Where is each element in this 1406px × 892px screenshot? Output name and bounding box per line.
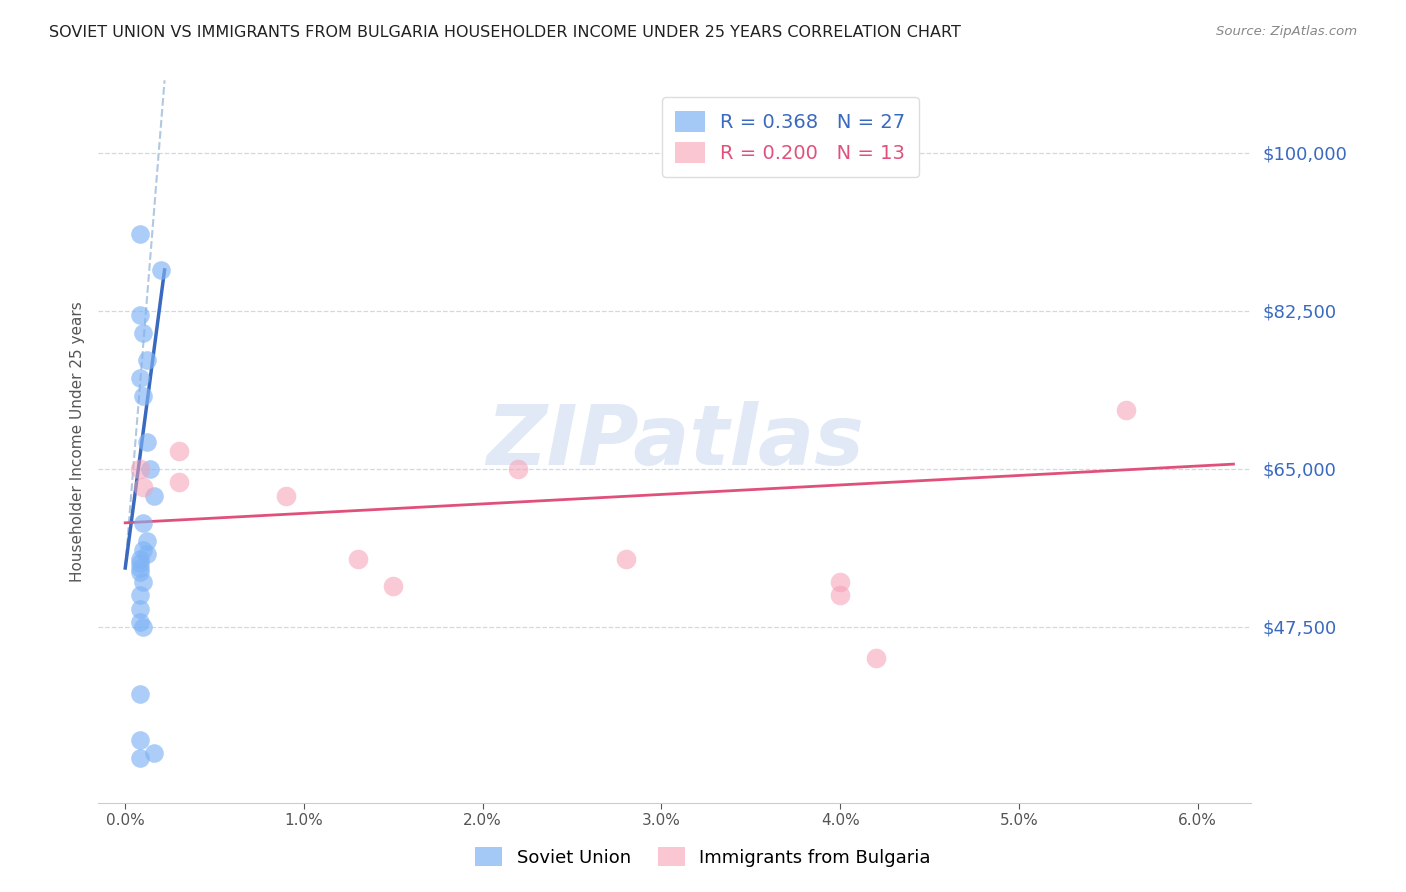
Point bbox=[128, 601, 150, 615]
Point bbox=[142, 489, 165, 503]
Point bbox=[128, 732, 150, 747]
Point bbox=[128, 371, 150, 385]
Point bbox=[149, 263, 172, 277]
Point bbox=[167, 475, 190, 490]
Point bbox=[128, 552, 150, 566]
Text: ZIPatlas: ZIPatlas bbox=[486, 401, 863, 482]
Point bbox=[128, 615, 150, 630]
Point bbox=[508, 461, 530, 475]
Point bbox=[346, 552, 368, 566]
Point bbox=[128, 750, 150, 764]
Point bbox=[128, 566, 150, 580]
Point bbox=[167, 443, 190, 458]
Point bbox=[142, 746, 165, 760]
Point bbox=[135, 434, 157, 449]
Point bbox=[865, 651, 887, 665]
Point bbox=[128, 227, 150, 241]
Point bbox=[128, 588, 150, 602]
Point bbox=[128, 308, 150, 322]
Point bbox=[128, 561, 150, 575]
Point bbox=[135, 353, 157, 368]
Point bbox=[132, 326, 155, 341]
Point bbox=[132, 516, 155, 530]
Point bbox=[830, 588, 852, 602]
Point bbox=[135, 533, 157, 548]
Point bbox=[128, 557, 150, 571]
Point bbox=[135, 548, 157, 562]
Text: SOVIET UNION VS IMMIGRANTS FROM BULGARIA HOUSEHOLDER INCOME UNDER 25 YEARS CORRE: SOVIET UNION VS IMMIGRANTS FROM BULGARIA… bbox=[49, 25, 962, 40]
Point bbox=[382, 579, 405, 593]
Point bbox=[132, 574, 155, 589]
Point bbox=[274, 489, 297, 503]
Point bbox=[132, 620, 155, 634]
Point bbox=[614, 552, 637, 566]
Point bbox=[128, 687, 150, 701]
Text: Source: ZipAtlas.com: Source: ZipAtlas.com bbox=[1216, 25, 1357, 38]
Legend: Soviet Union, Immigrants from Bulgaria: Soviet Union, Immigrants from Bulgaria bbox=[468, 840, 938, 874]
Point bbox=[132, 389, 155, 403]
Point bbox=[139, 461, 162, 475]
Legend: R = 0.368   N = 27, R = 0.200   N = 13: R = 0.368 N = 27, R = 0.200 N = 13 bbox=[662, 97, 918, 177]
Point bbox=[1115, 403, 1137, 417]
Point bbox=[128, 461, 150, 475]
Point bbox=[132, 542, 155, 557]
Point bbox=[132, 480, 155, 494]
Y-axis label: Householder Income Under 25 years: Householder Income Under 25 years bbox=[69, 301, 84, 582]
Point bbox=[830, 574, 852, 589]
